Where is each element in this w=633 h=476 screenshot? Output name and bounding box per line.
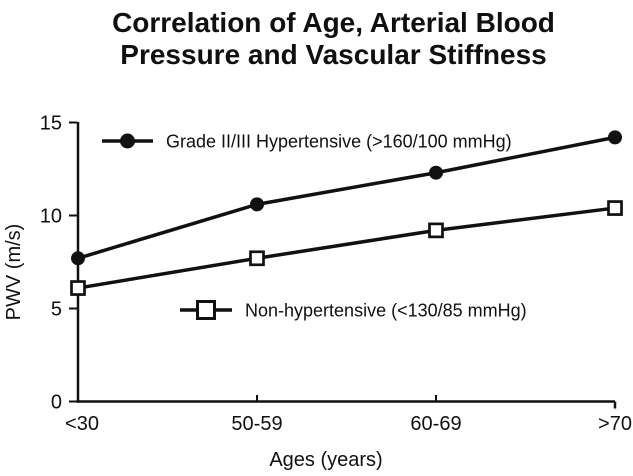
data-point-marker-open-square [196,300,216,320]
chart-title-line-2: Pressure and Vascular Stiffness [120,39,547,70]
data-point-marker-open-square [428,222,444,239]
x-tick-label: >70 [598,413,632,435]
series-line-0 [77,135,616,260]
legend-label-0: Grade II/III Hypertensive (>160/100 mmHg… [166,131,512,151]
data-point-marker-filled-circle [71,251,85,266]
y-tick-label: 5 [51,299,62,321]
data-point-marker-open-square [249,250,265,267]
data-point-marker-filled-circle [608,130,622,145]
x-axis-title: Ages (years) [269,449,382,471]
chart-title: Correlation of Age, Arterial Blood Press… [36,7,631,71]
y-tick-label: 0 [51,392,62,414]
series-line-1 [77,206,616,290]
data-point-marker-filled-circle [120,133,135,149]
x-tick-label: 60-69 [410,413,461,435]
legend-label-1: Non-hypertensive (<130/85 mmHg) [245,300,527,320]
x-tick-label: <30 [65,413,99,435]
data-point-marker-filled-circle [250,197,264,212]
y-axis-title: PWV (m/s) [3,224,25,321]
data-point-marker-filled-circle [429,165,443,180]
data-point-marker-open-square [70,280,86,296]
chart-title-line-1: Correlation of Age, Arterial Blood [112,7,555,38]
data-point-marker-open-square [607,200,623,216]
y-tick-label: 15 [40,113,62,135]
x-tick-label: 50-59 [231,413,282,435]
y-tick-label: 10 [40,206,62,228]
